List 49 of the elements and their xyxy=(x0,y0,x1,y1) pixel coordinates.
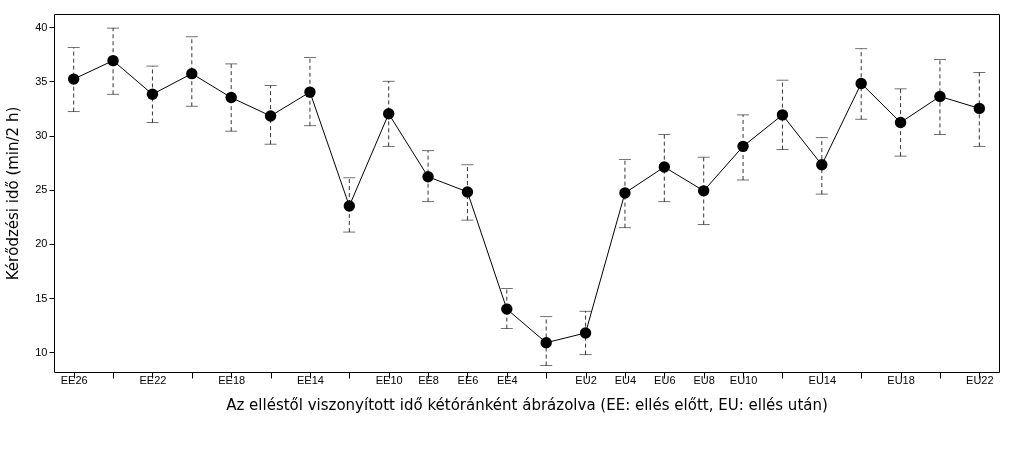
point xyxy=(422,171,434,183)
point xyxy=(146,88,159,100)
y-tick-label: 40 xyxy=(35,20,48,33)
x-tick-label: EU14 xyxy=(808,373,837,386)
x-tick-label: EE14 xyxy=(296,373,324,386)
point xyxy=(186,67,198,80)
x-axis-title: Az elléstől viszonyított idő kétóránként ábrázolva (EE: ellés előtt, EU: ellés után) xyxy=(226,395,828,414)
x-tick-label: EU10 xyxy=(729,373,758,386)
x-tick-label: EE8 xyxy=(418,373,439,386)
y-tick-label: 20 xyxy=(35,237,48,250)
y-tick-label: 15 xyxy=(35,291,48,304)
point xyxy=(225,91,237,104)
point xyxy=(304,86,316,98)
x-tick-label: EE26 xyxy=(60,373,88,386)
point xyxy=(540,337,552,349)
point xyxy=(67,73,80,85)
point xyxy=(737,140,749,153)
x-tick-label: EE10 xyxy=(375,373,403,386)
x-tick-label: EU6 xyxy=(654,373,676,386)
point xyxy=(894,116,907,129)
y-tick-label: 25 xyxy=(35,183,48,196)
x-tick-label: EE6 xyxy=(457,373,479,386)
point xyxy=(776,109,789,121)
x-tick-label: EU18 xyxy=(887,373,915,386)
point xyxy=(855,77,867,90)
x-tick-label: EU4 xyxy=(614,373,637,386)
point xyxy=(107,54,119,67)
x-tick-label: EE18 xyxy=(218,373,246,386)
point xyxy=(658,161,671,173)
point xyxy=(973,102,986,115)
y-tick-label: 10 xyxy=(35,345,48,358)
point xyxy=(461,186,474,198)
point xyxy=(501,303,513,315)
point xyxy=(816,159,828,171)
x-tick-label: EU8 xyxy=(693,373,715,386)
x-tick-label: EE22 xyxy=(139,373,167,386)
y-axis-title: Kérődzési idő (min/2 h) xyxy=(4,106,23,281)
point xyxy=(264,110,277,122)
y-tick-label: 35 xyxy=(35,74,48,87)
x-tick-label: EU22 xyxy=(966,373,994,386)
point xyxy=(697,185,710,197)
x-tick-label: EE4 xyxy=(496,373,518,386)
point xyxy=(579,327,592,339)
point xyxy=(343,200,356,212)
point xyxy=(619,187,631,199)
point xyxy=(934,90,946,103)
point xyxy=(382,108,395,120)
x-tick-label: EU2 xyxy=(575,373,597,386)
y-tick-label: 30 xyxy=(35,129,48,141)
